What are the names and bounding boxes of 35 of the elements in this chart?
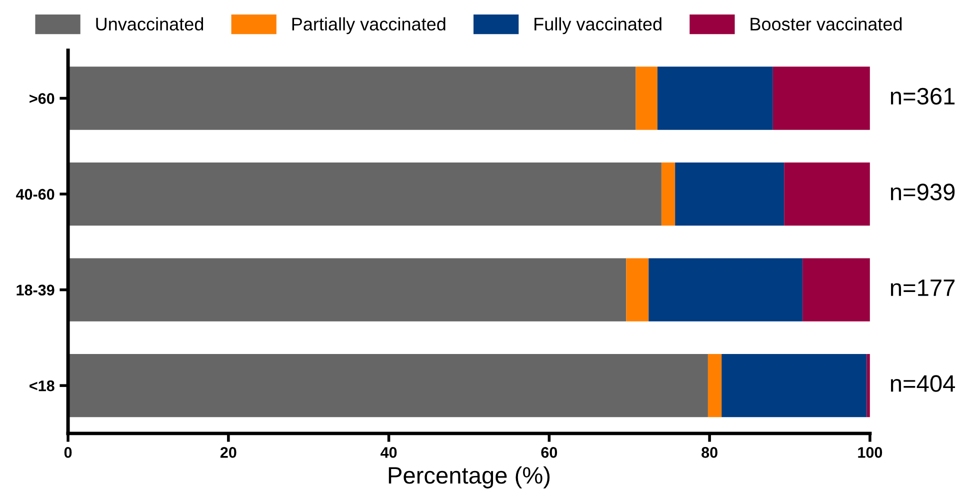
bar: [636, 66, 658, 130]
x-tick-label: 80: [702, 447, 718, 458]
bar: [772, 66, 870, 130]
text: n=177: [890, 280, 955, 296]
text: n=404: [890, 375, 956, 392]
bar: [675, 162, 784, 226]
bar: [722, 354, 867, 418]
bar: [708, 354, 722, 418]
bar: [657, 66, 773, 130]
y-tick-label: >60: [30, 93, 54, 104]
bar: [68, 354, 708, 418]
legend-label: Booster vaccinated: [750, 17, 902, 31]
bar: [866, 354, 870, 418]
text: n=939: [890, 184, 955, 200]
y-tick-label: 18-39: [16, 284, 54, 296]
bar: [68, 66, 636, 130]
bar: [68, 258, 626, 322]
y-tick-label: 40-60: [16, 188, 54, 200]
x-tick-label: 40: [380, 447, 397, 458]
x-tick-label: 60: [541, 447, 558, 458]
x-axis-title: Percentage (%): [388, 466, 550, 488]
x-tick-label: 0: [64, 447, 72, 458]
bar: [661, 162, 676, 226]
x-tick-label: 100: [858, 447, 882, 458]
x-tick-label: 20: [220, 447, 236, 458]
bar: [784, 162, 870, 226]
bar: [68, 162, 662, 226]
legend-label: Fully vaccinated: [534, 17, 662, 34]
legend-label: Unvaccinated: [96, 17, 204, 31]
legend-label: Partially vaccinated: [292, 17, 446, 34]
bar: [626, 258, 649, 322]
bar: [648, 258, 803, 322]
text: n=361: [890, 88, 955, 105]
y-tick-label: <18: [30, 380, 54, 392]
bar: [802, 258, 870, 322]
